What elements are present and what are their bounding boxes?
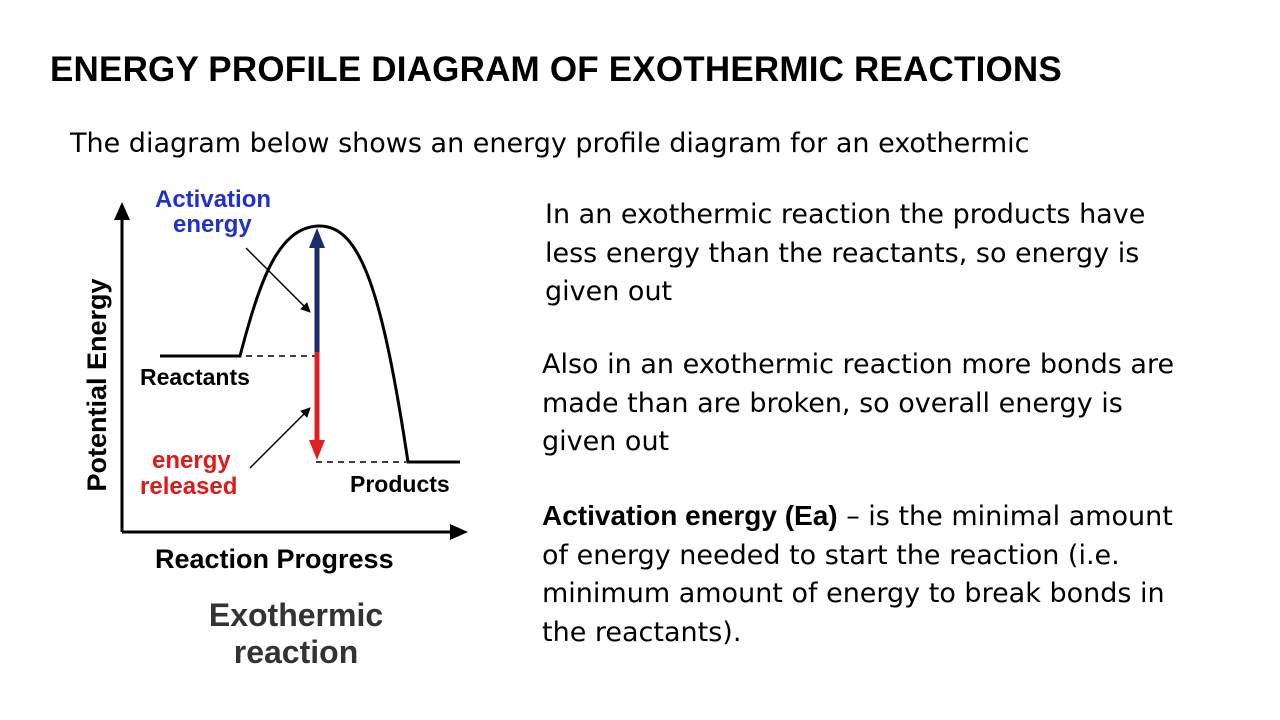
y-axis-label: Potential Energy xyxy=(82,278,112,491)
activation-label-line2: energy xyxy=(173,211,252,238)
energy-profile-diagram: Activation energy Reactants Products ene… xyxy=(82,186,468,670)
reactants-label: Reactants xyxy=(140,364,250,390)
page-title: ENERGY PROFILE DIAGRAM OF EXOTHERMIC REA… xyxy=(50,50,1062,89)
energy-curve xyxy=(160,224,460,464)
intro-text: The diagram below shows an energy profil… xyxy=(70,128,1030,159)
released-label-line1: energy xyxy=(152,447,231,474)
activation-label-line1: Activation xyxy=(155,186,271,213)
released-pointer xyxy=(249,407,311,469)
bonds-paragraph: Also in an exothermic reaction more bond… xyxy=(542,349,1175,457)
caption-line1: Exothermic xyxy=(209,597,383,633)
released-label-line2: released xyxy=(140,473,237,500)
energy-released-arrowhead xyxy=(309,440,325,460)
products-label: Products xyxy=(350,471,450,497)
activation-energy-term: Activation energy (Ea) xyxy=(542,500,838,531)
x-axis-arrowhead xyxy=(450,524,468,540)
activation-definition-paragraph: Activation energy (Ea) – is the minimal … xyxy=(542,497,1182,652)
x-axis-label: Reaction Progress xyxy=(155,544,394,574)
activation-pointer xyxy=(245,247,311,313)
exothermic-energy-paragraph: In an exothermic reaction the products h… xyxy=(545,199,1146,307)
activation-energy-definition: – is the minimal amount of energy needed… xyxy=(542,501,1173,648)
activation-energy-arrowhead xyxy=(309,228,325,248)
caption-line2: reaction xyxy=(234,634,358,670)
y-axis-arrowhead xyxy=(114,202,130,220)
